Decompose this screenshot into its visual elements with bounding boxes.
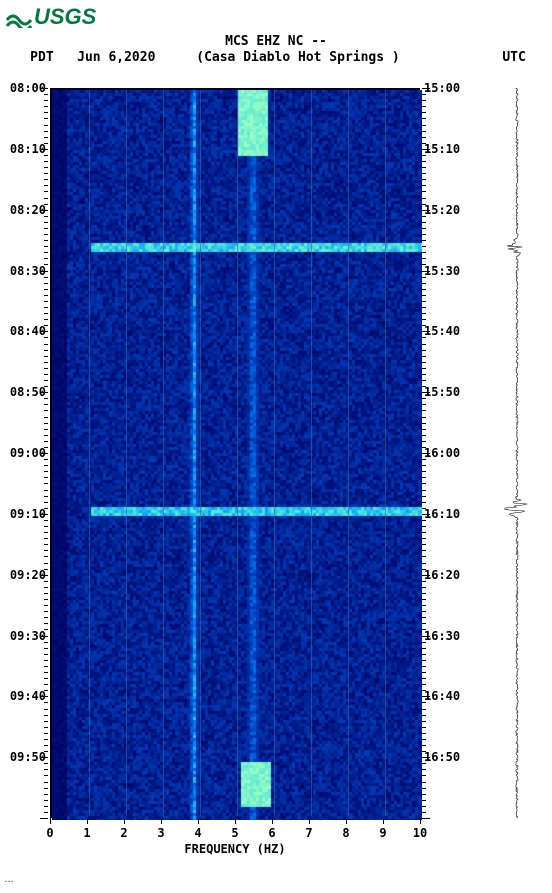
xtick: 4 [194, 826, 201, 840]
xtick: 5 [231, 826, 238, 840]
seismogram-trace [492, 88, 542, 818]
xtick: 3 [157, 826, 164, 840]
chart-header: MCS EHZ NC -- PDT Jun 6,2020 (Casa Diabl… [0, 34, 552, 65]
xtick: 6 [268, 826, 275, 840]
xtick: 1 [83, 826, 90, 840]
tz-left: PDT [30, 50, 53, 65]
xtick: 0 [46, 826, 53, 840]
xtick: 9 [379, 826, 386, 840]
xtick: 10 [413, 826, 427, 840]
xtick: 2 [120, 826, 127, 840]
date: Jun 6,2020 [77, 50, 155, 65]
logo-text: USGS [34, 4, 96, 30]
usgs-logo: USGS [6, 4, 96, 30]
y-axis-left: 08:0008:1008:2008:3008:4008:5009:0009:10… [0, 88, 48, 818]
xtick: 8 [342, 826, 349, 840]
tz-right: UTC [426, 50, 536, 66]
y-axis-right: 15:0015:1015:2015:3015:4015:5016:0016:10… [422, 88, 466, 818]
footer-mark: … [4, 874, 14, 885]
location: (Casa Diablo Hot Springs ) [178, 50, 418, 66]
station-line: MCS EHZ NC -- [225, 34, 327, 49]
xtick: 7 [305, 826, 312, 840]
x-axis-label: FREQUENCY (HZ) [50, 842, 420, 856]
x-axis: FREQUENCY (HZ) 012345678910 [50, 822, 420, 862]
spectrogram-plot [50, 88, 420, 818]
